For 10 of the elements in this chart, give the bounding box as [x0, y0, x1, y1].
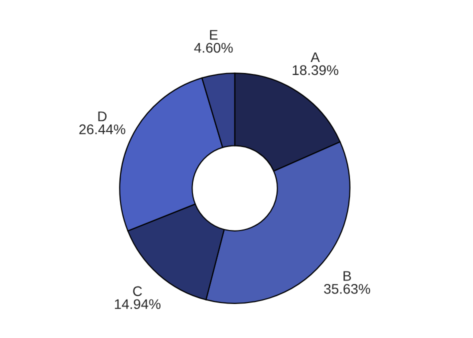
slice-label: C: [133, 286, 142, 296]
slice-label: D: [98, 112, 107, 122]
slice-label: A: [310, 52, 320, 62]
data-label: 4.60%: [194, 42, 233, 53]
data-label: 14.94%: [114, 299, 160, 310]
slice-label: E: [210, 30, 218, 40]
data-label: 35.63%: [324, 284, 370, 294]
data-label: 26.44%: [79, 124, 126, 134]
slice-label: B: [344, 271, 351, 281]
data-label: 18.39%: [292, 65, 338, 76]
